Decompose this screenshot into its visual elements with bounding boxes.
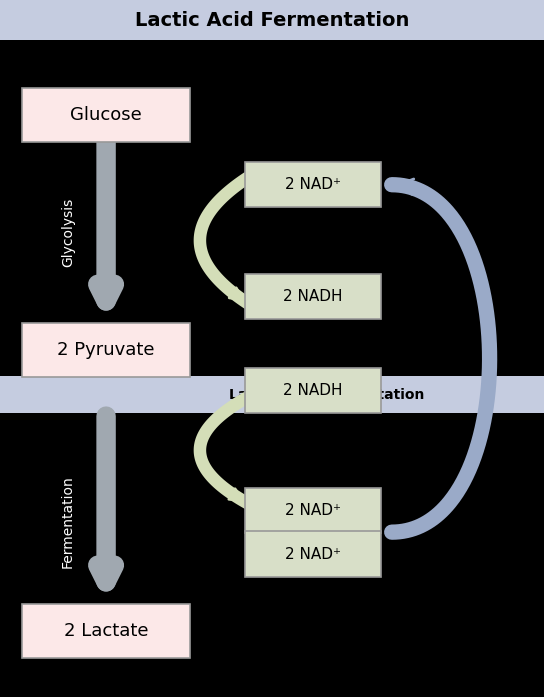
Text: Glucose: Glucose	[70, 106, 142, 124]
Text: Fermentation: Fermentation	[61, 475, 75, 568]
Text: 2 Lactate: 2 Lactate	[64, 622, 149, 640]
Bar	[0, 0, 544, 40]
Text: Lactic Acid Fermentation: Lactic Acid Fermentation	[228, 388, 424, 401]
FancyBboxPatch shape	[22, 604, 190, 658]
FancyBboxPatch shape	[22, 323, 190, 377]
Text: 2 NADH: 2 NADH	[283, 383, 343, 398]
FancyBboxPatch shape	[245, 162, 381, 208]
FancyBboxPatch shape	[245, 488, 381, 533]
FancyBboxPatch shape	[245, 274, 381, 319]
Text: 2 NAD⁺: 2 NAD⁺	[285, 546, 341, 562]
Text: 2 NADH: 2 NADH	[283, 289, 343, 304]
FancyBboxPatch shape	[245, 532, 381, 577]
Text: 2 Pyruvate: 2 Pyruvate	[57, 341, 155, 359]
FancyBboxPatch shape	[22, 88, 190, 142]
Text: Lactic Acid Fermentation: Lactic Acid Fermentation	[135, 10, 409, 30]
Text: 2 NAD⁺: 2 NAD⁺	[285, 503, 341, 518]
Text: 2 NAD⁺: 2 NAD⁺	[285, 177, 341, 192]
Text: Glycolysis: Glycolysis	[61, 198, 75, 267]
FancyBboxPatch shape	[245, 368, 381, 413]
Bar	[0, 376, 544, 413]
